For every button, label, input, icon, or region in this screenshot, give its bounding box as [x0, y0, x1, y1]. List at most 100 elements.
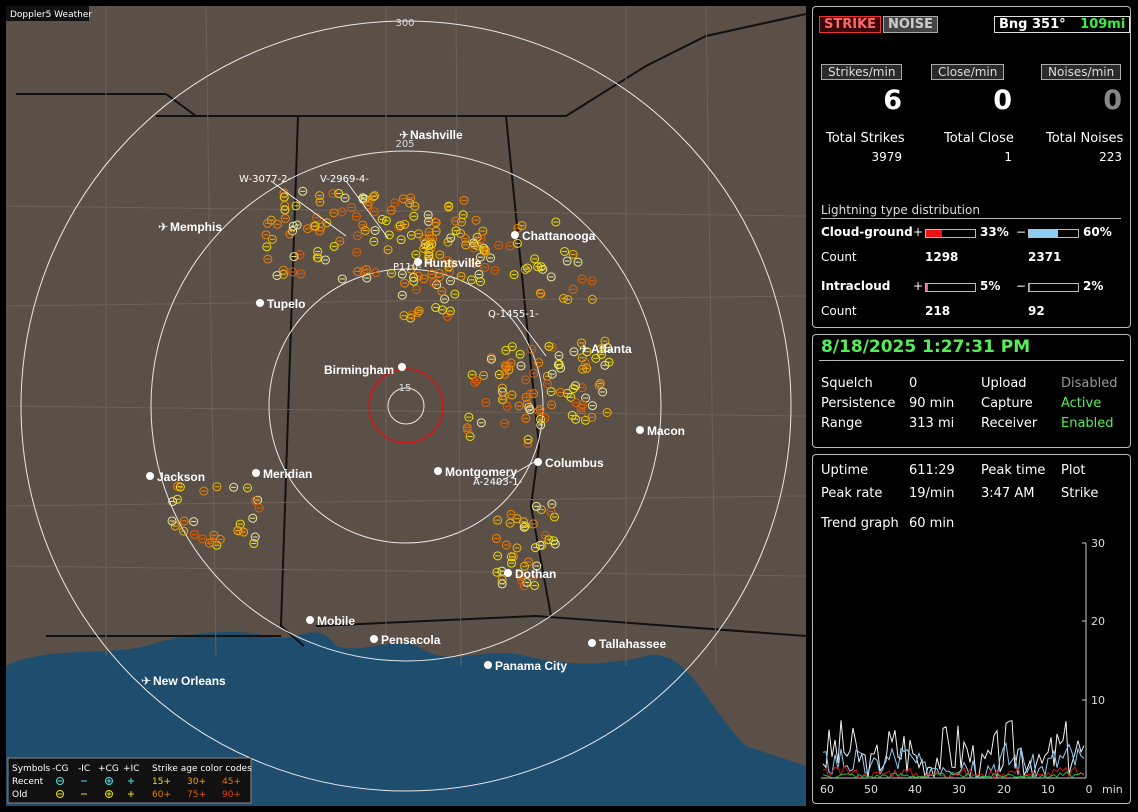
svg-text:Montgomery: Montgomery: [445, 465, 517, 479]
strike-symbol: [462, 425, 472, 435]
strike-symbol: [530, 543, 540, 553]
strike-symbol: [534, 358, 544, 368]
total-noises-value: 223: [1099, 150, 1122, 164]
strike-symbol: [250, 532, 260, 542]
strike-symbol: [490, 265, 500, 275]
strike-symbol: [578, 364, 588, 374]
strike-symbol: [444, 202, 454, 212]
strike-symbol: [414, 306, 424, 316]
strike-symbol: [280, 213, 290, 223]
strike-symbol: [189, 530, 199, 540]
strike-symbol: [577, 338, 587, 348]
strike-symbol: [279, 192, 289, 202]
strike-symbol: [347, 203, 357, 213]
strike-symbol: [397, 290, 407, 300]
noise-button[interactable]: NOISE: [883, 16, 939, 33]
strike-symbol: [499, 418, 509, 428]
strike-symbol: [479, 370, 489, 380]
strike-symbol: [486, 354, 496, 364]
svg-text:Nashville: Nashville: [410, 128, 463, 142]
strike-symbol: [322, 218, 332, 228]
plot-value: Strike: [1061, 486, 1099, 501]
strike-symbol: [371, 268, 381, 278]
strike-symbol: [577, 383, 587, 393]
svg-text:15+: 15+: [152, 777, 171, 787]
strike-symbol: [386, 268, 396, 278]
strike-symbol: [587, 401, 597, 411]
strike-button[interactable]: STRIKE: [819, 16, 882, 33]
strike-symbol: [568, 284, 578, 294]
ic-positive-bar: [925, 283, 976, 292]
strike-symbol: [443, 256, 453, 266]
city-panama-city: Panama City: [484, 659, 567, 673]
strike-symbol: [400, 219, 410, 229]
range-value: 313 mi: [909, 416, 955, 431]
cg-count-label: Count: [821, 250, 857, 264]
strike-symbol: [285, 229, 295, 239]
strike-symbol: [527, 344, 537, 354]
strike-symbol: [531, 501, 541, 511]
strike-symbol: [410, 201, 420, 211]
strike-symbol: [582, 347, 592, 357]
strike-symbol: [506, 509, 516, 519]
strike-symbol: [437, 305, 447, 315]
total-strikes-value: 3979: [871, 150, 902, 164]
peak-time-label: Peak time: [981, 463, 1046, 478]
strike-symbol: [287, 267, 297, 277]
strike-symbol: [386, 205, 396, 215]
city-chattanooga: Chattanooga: [511, 229, 596, 243]
strike-symbol: [423, 210, 433, 220]
svg-text:75+: 75+: [187, 790, 206, 800]
peak-rate-label: Peak rate: [821, 486, 883, 501]
strike-symbol: [406, 193, 416, 203]
city-jackson: Jackson: [146, 470, 205, 484]
strike-symbol: [497, 579, 507, 589]
strike-symbol: [501, 540, 511, 550]
strike-symbol: [466, 275, 476, 285]
strike-symbol: [547, 400, 557, 410]
strike-symbol: [295, 250, 305, 260]
strike-symbol: [578, 400, 588, 410]
ic-minus-sign: −: [1016, 279, 1027, 293]
distribution-title: Lightning type distribution: [821, 203, 980, 217]
y-tick-label: 20: [1091, 615, 1105, 628]
strike-symbol: [470, 377, 480, 387]
strike-symbol: [474, 269, 484, 279]
strike-symbol: [603, 343, 613, 353]
close-per-min-label: Close/min: [931, 64, 1005, 80]
svg-text:Pensacola: Pensacola: [381, 633, 441, 647]
strike-symbol: [470, 240, 480, 250]
persistence-value: 90 min: [909, 396, 955, 411]
strike-symbol: [179, 516, 189, 526]
strike-symbol: [198, 534, 208, 544]
svg-text:Tupelo: Tupelo: [267, 297, 305, 311]
strike-symbol: [596, 344, 606, 354]
strikes-per-min-label: Strikes/min: [821, 64, 903, 80]
cg-positive-percent: 33%: [980, 225, 1009, 239]
strike-symbol: [519, 517, 529, 527]
svg-text:New Orleans: New Orleans: [153, 674, 226, 688]
trend-line: [822, 720, 1085, 778]
strike-symbol: [263, 254, 273, 264]
peak-rate-value: 19/min: [909, 486, 955, 501]
x-tick-label: 60: [820, 783, 834, 796]
svg-text:Jackson: Jackson: [157, 470, 205, 484]
strike-symbol: [546, 272, 556, 282]
svg-text:Tallahassee: Tallahassee: [599, 637, 666, 651]
storm-label: W-3077-2-: [239, 174, 292, 185]
map-overlay-title: Doppler5 Weather: [10, 10, 92, 20]
uptime-label: Uptime: [821, 463, 869, 478]
strike-symbol: [424, 247, 434, 257]
lightning-map[interactable]: 300 205 15 W-3077-2- V-2969-4- P110- Q-1…: [6, 6, 806, 806]
strike-symbol: [167, 516, 177, 526]
legend: Symbols -CG -IC +CG +IC Strike age color…: [7, 757, 252, 804]
city-new-orleans: New Orleans: [153, 674, 226, 688]
strike-symbol: [472, 375, 482, 385]
total-noises-label: Total Noises: [1046, 131, 1124, 146]
strike-symbol: [434, 268, 444, 278]
city-atlanta: Atlanta: [591, 342, 632, 356]
strike-symbol: [519, 522, 529, 532]
strike-symbol: [534, 406, 544, 416]
strike-symbol: [499, 391, 509, 401]
strike-symbol: [515, 349, 525, 359]
